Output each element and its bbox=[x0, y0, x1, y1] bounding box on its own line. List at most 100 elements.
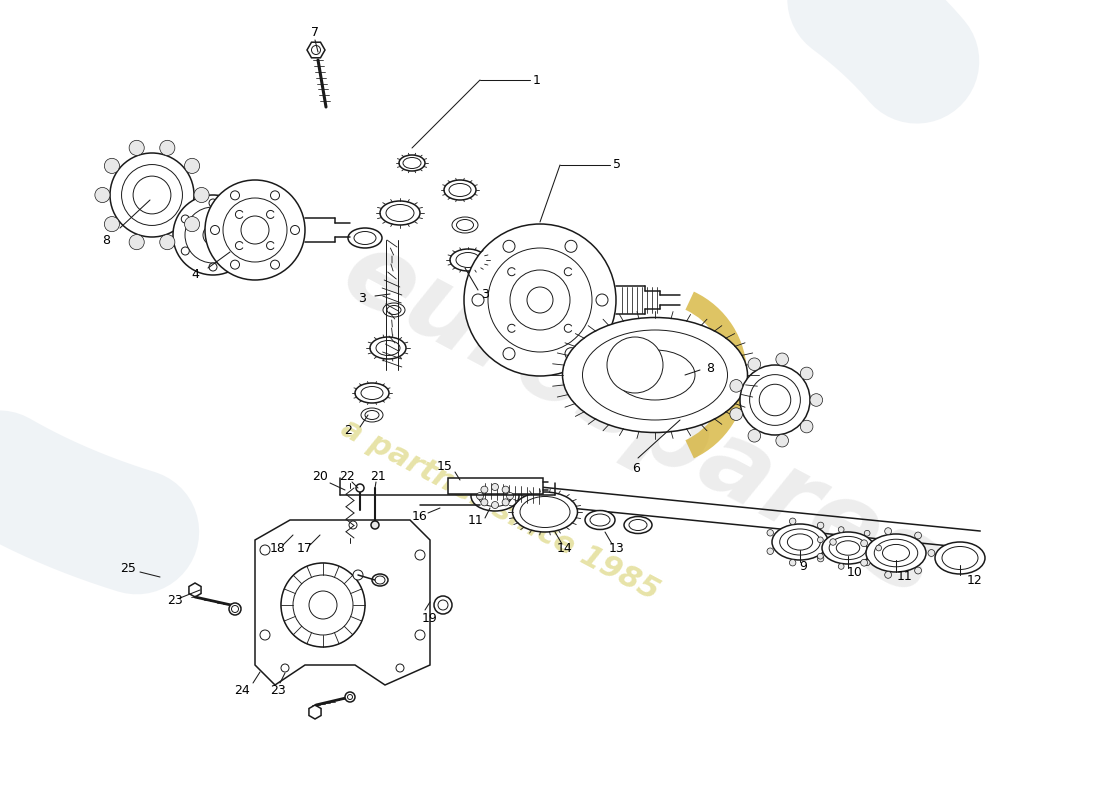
Ellipse shape bbox=[935, 542, 984, 574]
Text: 13: 13 bbox=[609, 542, 625, 554]
Ellipse shape bbox=[520, 497, 570, 527]
Circle shape bbox=[185, 207, 241, 263]
Circle shape bbox=[345, 692, 355, 702]
Ellipse shape bbox=[513, 492, 578, 532]
Circle shape bbox=[860, 559, 868, 566]
Text: 23: 23 bbox=[271, 683, 286, 697]
Circle shape bbox=[231, 260, 240, 269]
Circle shape bbox=[817, 537, 823, 542]
Circle shape bbox=[356, 484, 364, 492]
Circle shape bbox=[865, 560, 870, 566]
Circle shape bbox=[488, 248, 592, 352]
Circle shape bbox=[838, 526, 844, 533]
Ellipse shape bbox=[788, 534, 813, 550]
Ellipse shape bbox=[585, 510, 615, 530]
Circle shape bbox=[236, 215, 244, 223]
Circle shape bbox=[290, 226, 299, 234]
Circle shape bbox=[236, 247, 244, 255]
Circle shape bbox=[260, 630, 270, 640]
Circle shape bbox=[801, 367, 813, 380]
Ellipse shape bbox=[354, 231, 376, 245]
Text: 7: 7 bbox=[311, 26, 319, 38]
Circle shape bbox=[104, 217, 120, 232]
Text: a partner since 1985: a partner since 1985 bbox=[336, 414, 664, 606]
Circle shape bbox=[776, 434, 789, 447]
Circle shape bbox=[838, 563, 844, 570]
Ellipse shape bbox=[383, 303, 405, 317]
Ellipse shape bbox=[471, 481, 519, 511]
Ellipse shape bbox=[456, 253, 480, 267]
Circle shape bbox=[271, 260, 279, 269]
Circle shape bbox=[506, 493, 514, 499]
Circle shape bbox=[510, 270, 570, 330]
Circle shape bbox=[160, 234, 175, 250]
Ellipse shape bbox=[450, 249, 486, 271]
Text: 18: 18 bbox=[271, 542, 286, 554]
Circle shape bbox=[309, 591, 337, 619]
Text: 20: 20 bbox=[312, 470, 328, 483]
Circle shape bbox=[434, 596, 452, 614]
Circle shape bbox=[865, 530, 870, 536]
Circle shape bbox=[260, 545, 270, 555]
Circle shape bbox=[790, 559, 796, 566]
Circle shape bbox=[817, 554, 823, 559]
FancyBboxPatch shape bbox=[448, 478, 543, 494]
Circle shape bbox=[565, 348, 578, 360]
Circle shape bbox=[231, 606, 239, 613]
Ellipse shape bbox=[370, 337, 406, 359]
Ellipse shape bbox=[444, 180, 476, 200]
Circle shape bbox=[194, 187, 209, 202]
Text: 4: 4 bbox=[191, 269, 199, 282]
Polygon shape bbox=[255, 520, 430, 685]
Ellipse shape bbox=[772, 524, 828, 560]
Circle shape bbox=[527, 287, 553, 313]
Text: 2: 2 bbox=[344, 423, 352, 437]
Text: 16: 16 bbox=[412, 510, 428, 522]
Circle shape bbox=[810, 394, 823, 406]
Circle shape bbox=[104, 158, 120, 174]
Circle shape bbox=[210, 226, 220, 234]
Circle shape bbox=[502, 486, 509, 493]
Circle shape bbox=[884, 528, 891, 534]
Text: 8: 8 bbox=[102, 234, 110, 246]
Text: 6: 6 bbox=[632, 462, 640, 474]
Circle shape bbox=[371, 521, 380, 529]
Text: 19: 19 bbox=[422, 611, 438, 625]
Circle shape bbox=[503, 240, 515, 252]
Circle shape bbox=[129, 140, 144, 155]
Ellipse shape bbox=[822, 532, 875, 564]
Circle shape bbox=[185, 158, 200, 174]
Ellipse shape bbox=[478, 486, 512, 506]
Text: 22: 22 bbox=[339, 470, 355, 483]
Circle shape bbox=[767, 530, 773, 536]
Ellipse shape bbox=[375, 576, 385, 584]
Wedge shape bbox=[280, 563, 365, 647]
Ellipse shape bbox=[836, 541, 860, 555]
Ellipse shape bbox=[759, 384, 791, 416]
Circle shape bbox=[182, 215, 189, 223]
Circle shape bbox=[204, 225, 223, 245]
Circle shape bbox=[876, 545, 881, 551]
Text: 15: 15 bbox=[437, 461, 453, 474]
Text: 10: 10 bbox=[847, 566, 862, 579]
Ellipse shape bbox=[133, 176, 170, 214]
Wedge shape bbox=[685, 292, 747, 458]
Ellipse shape bbox=[490, 265, 506, 275]
Circle shape bbox=[209, 199, 217, 207]
Circle shape bbox=[596, 294, 608, 306]
Text: 9: 9 bbox=[799, 561, 807, 574]
Circle shape bbox=[438, 600, 448, 610]
Circle shape bbox=[223, 198, 287, 262]
Ellipse shape bbox=[361, 408, 383, 422]
Text: 14: 14 bbox=[557, 542, 573, 554]
Circle shape bbox=[464, 224, 616, 376]
Ellipse shape bbox=[780, 529, 821, 555]
Circle shape bbox=[748, 430, 761, 442]
Circle shape bbox=[271, 191, 279, 200]
Circle shape bbox=[481, 499, 488, 506]
Text: 11: 11 bbox=[898, 570, 913, 583]
Ellipse shape bbox=[562, 318, 748, 433]
Text: 3: 3 bbox=[359, 291, 366, 305]
Circle shape bbox=[790, 518, 796, 525]
Circle shape bbox=[280, 664, 289, 672]
